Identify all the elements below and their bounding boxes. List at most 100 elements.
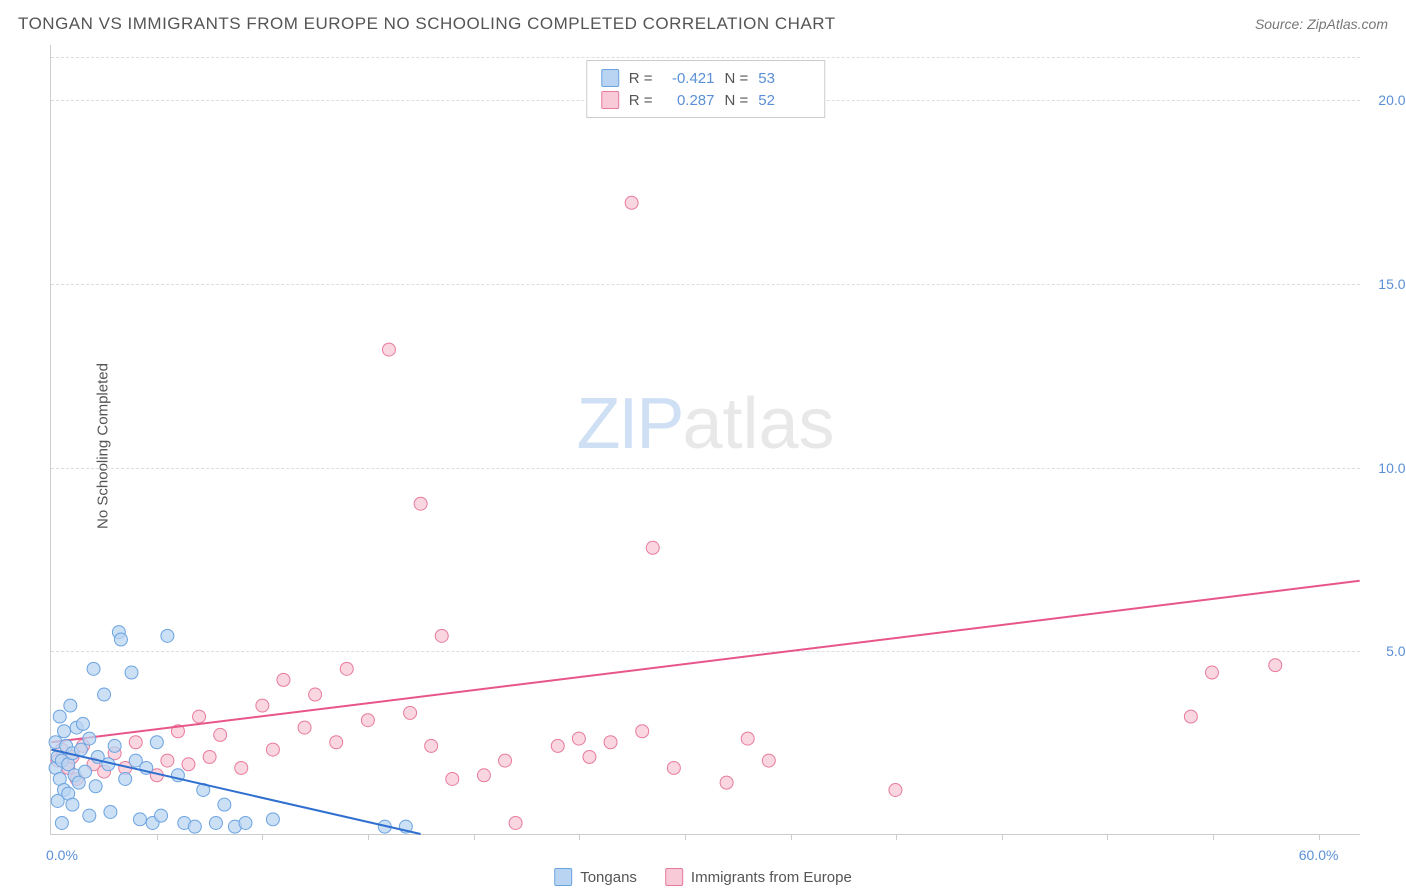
scatter-point (646, 541, 659, 554)
scatter-point (57, 725, 70, 738)
scatter-point (119, 772, 132, 785)
scatter-point (203, 750, 216, 763)
scatter-point (155, 809, 168, 822)
scatter-point (477, 769, 490, 782)
x-tick (1107, 834, 1108, 840)
scatter-point (266, 743, 279, 756)
legend-swatch-blue (554, 868, 572, 886)
scatter-point (108, 739, 121, 752)
stats-swatch-blue (601, 69, 619, 87)
scatter-point (98, 688, 111, 701)
x-tick (474, 834, 475, 840)
scatter-point (583, 750, 596, 763)
scatter-point (667, 761, 680, 774)
scatter-point (83, 732, 96, 745)
scatter-point (741, 732, 754, 745)
scatter-point (361, 714, 374, 727)
scatter-point (64, 699, 77, 712)
scatter-point (425, 739, 438, 752)
r-value-1: -0.421 (663, 70, 715, 87)
scatter-point (79, 765, 92, 778)
scatter-point (720, 776, 733, 789)
scatter-point (266, 813, 279, 826)
x-tick (579, 834, 580, 840)
scatter-point (235, 761, 248, 774)
scatter-point (55, 816, 68, 829)
x-tick (685, 834, 686, 840)
scatter-point (218, 798, 231, 811)
x-tick (157, 834, 158, 840)
chart-plot-area: ZIPatlas R = -0.421 N = 53 R = 0.287 N =… (50, 45, 1360, 835)
scatter-point (330, 736, 343, 749)
scatter-point (83, 809, 96, 822)
r-label-2: R = (629, 92, 653, 109)
scatter-point (762, 754, 775, 767)
scatter-point (446, 772, 459, 785)
scatter-point (66, 798, 79, 811)
scatter-point (1205, 666, 1218, 679)
chart-header: TONGAN VS IMMIGRANTS FROM EUROPE NO SCHO… (18, 14, 1388, 34)
x-tick (368, 834, 369, 840)
scatter-point (340, 662, 353, 675)
x-tick (791, 834, 792, 840)
scatter-point (188, 820, 201, 833)
scatter-point (125, 666, 138, 679)
scatter-point (209, 816, 222, 829)
scatter-point (382, 343, 395, 356)
scatter-point (74, 743, 87, 756)
y-tick-label: 20.0% (1378, 92, 1406, 108)
scatter-point (551, 739, 564, 752)
x-tick (262, 834, 263, 840)
scatter-point (114, 633, 127, 646)
scatter-point (309, 688, 322, 701)
scatter-point (129, 736, 142, 749)
scatter-svg (51, 45, 1360, 834)
legend-label-tongans: Tongans (580, 869, 637, 886)
x-tick-label: 60.0% (1299, 847, 1339, 863)
scatter-point (636, 725, 649, 738)
chart-title: TONGAN VS IMMIGRANTS FROM EUROPE NO SCHO… (18, 14, 836, 34)
r-value-2: 0.287 (663, 92, 715, 109)
legend-item-immigrants: Immigrants from Europe (665, 868, 852, 886)
stats-row-tongans: R = -0.421 N = 53 (601, 67, 811, 89)
n-value-1: 53 (758, 70, 810, 87)
scatter-point (150, 736, 163, 749)
x-tick (1319, 834, 1320, 840)
scatter-point (89, 780, 102, 793)
y-tick-label: 15.0% (1378, 276, 1406, 292)
scatter-point (404, 706, 417, 719)
scatter-point (509, 816, 522, 829)
scatter-point (76, 717, 89, 730)
scatter-point (87, 662, 100, 675)
scatter-point (256, 699, 269, 712)
scatter-point (214, 728, 227, 741)
n-label-2: N = (725, 92, 749, 109)
scatter-point (625, 196, 638, 209)
trend-line (51, 581, 1359, 742)
scatter-point (499, 754, 512, 767)
scatter-point (161, 629, 174, 642)
scatter-point (53, 710, 66, 723)
chart-source: Source: ZipAtlas.com (1255, 16, 1388, 32)
scatter-point (1184, 710, 1197, 723)
scatter-point (182, 758, 195, 771)
legend-label-immigrants: Immigrants from Europe (691, 869, 852, 886)
x-tick-label: 0.0% (46, 847, 78, 863)
scatter-point (161, 754, 174, 767)
scatter-point (604, 736, 617, 749)
legend-item-tongans: Tongans (554, 868, 637, 886)
scatter-point (1269, 659, 1282, 672)
legend-swatch-pink (665, 868, 683, 886)
correlation-stats-box: R = -0.421 N = 53 R = 0.287 N = 52 (586, 60, 826, 118)
scatter-point (133, 813, 146, 826)
scatter-point (435, 629, 448, 642)
r-label-1: R = (629, 70, 653, 87)
scatter-point (889, 783, 902, 796)
scatter-point (277, 673, 290, 686)
scatter-point (572, 732, 585, 745)
scatter-point (298, 721, 311, 734)
y-tick-label: 10.0% (1378, 460, 1406, 476)
stats-row-immigrants: R = 0.287 N = 52 (601, 89, 811, 111)
scatter-point (414, 497, 427, 510)
x-tick (896, 834, 897, 840)
